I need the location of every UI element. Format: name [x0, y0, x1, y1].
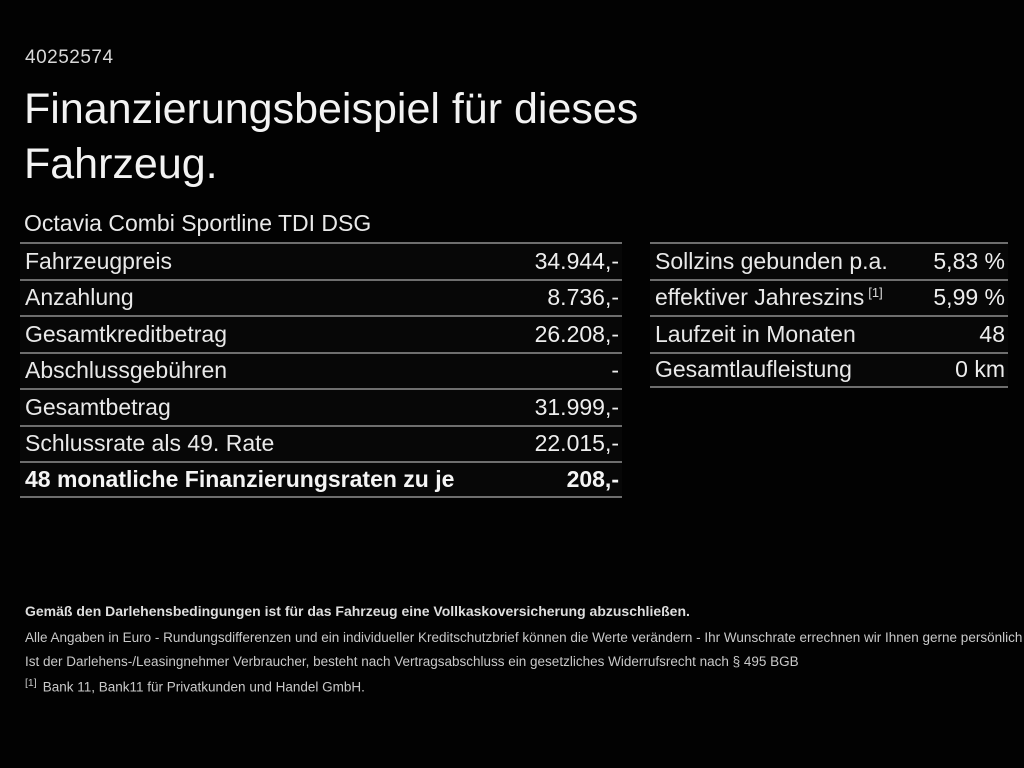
disclaimer-line1: Alle Angaben in Euro - Rundungsdifferenz… — [25, 630, 1023, 645]
row-value: 5,99 % — [933, 284, 1005, 311]
table-row-gesamtlaufleistung: Gesamtlaufleistung 0 km — [650, 351, 1008, 388]
row-value: 34.944,- — [534, 247, 619, 274]
row-label: 48 monatliche Finanzierungsraten zu je — [25, 465, 455, 492]
row-value: - — [611, 357, 619, 384]
row-value: 22.015,- — [534, 430, 619, 457]
footnote-ref: [1] — [868, 284, 883, 300]
row-value: 5,83 % — [933, 247, 1005, 274]
row-value: 208,- — [566, 465, 619, 492]
row-label: Abschlussgebühren — [25, 357, 228, 384]
row-label: effektiver Jahreszins [1] — [655, 284, 883, 311]
row-label: Laufzeit in Monaten — [655, 320, 856, 347]
row-label: Anzahlung — [25, 284, 134, 311]
table-row-gesamtbetrag: Gesamtbetrag 31.999,- — [20, 388, 622, 425]
table-row-fahrzeugpreis: Fahrzeugpreis 34.944,- — [20, 242, 622, 279]
row-label: Gesamtkreditbetrag — [25, 320, 227, 347]
table-row-sollzins: Sollzins gebunden p.a. 5,83 % — [650, 242, 1008, 279]
disclaimer-line2: Ist der Darlehens-/Leasingnehmer Verbrau… — [25, 653, 799, 669]
financing-amounts-table: Fahrzeugpreis 34.944,- Anzahlung 8.736,-… — [20, 242, 622, 498]
table-row-gesamtkreditbetrag: Gesamtkreditbetrag 26.208,- — [20, 315, 622, 352]
row-value: 48 — [979, 320, 1005, 347]
footnote-text: Bank 11, Bank11 für Privatkunden und Han… — [42, 679, 365, 695]
row-value: 26.208,- — [534, 320, 619, 347]
footnote-marker: [1] — [25, 677, 37, 689]
table-row-anzahlung: Anzahlung 8.736,- — [20, 278, 622, 316]
financing-conditions-table: Sollzins gebunden p.a. 5,83 % effektiver… — [650, 242, 1008, 388]
table-row-laufzeit: Laufzeit in Monaten 48 — [650, 315, 1008, 352]
page-title-line1: Finanzierungsbeispiel für dieses — [24, 85, 639, 133]
row-label: Gesamtlaufleistung — [655, 356, 852, 383]
legal-footer: Gemäß den Darlehensbedingungen ist für d… — [25, 603, 1023, 695]
page-title: Finanzierungsbeispiel für dieses Fahrzeug… — [24, 82, 638, 192]
row-label: Fahrzeugpreis — [25, 247, 173, 274]
row-label: Gesamtbetrag — [25, 393, 171, 420]
table-row-abschlussgebuehren: Abschlussgebühren - — [20, 351, 622, 389]
page-title-line2: Fahrzeug. — [24, 140, 218, 188]
footnote-bank: [1] Bank 11, Bank11 für Privatkunden und … — [25, 677, 1010, 695]
listing-id: 40252574 — [25, 47, 114, 68]
row-label: Sollzins gebunden p.a. — [655, 247, 888, 274]
table-row-monatsrate: 48 monatliche Finanzierungsraten zu je 2… — [20, 461, 622, 498]
table-row-schlussrate: Schlussrate als 49. Rate 22.015,- — [20, 424, 622, 462]
vehicle-name: Octavia Combi Sportline TDI DSG — [24, 210, 372, 236]
row-value: 31.999,- — [534, 393, 619, 420]
row-label: Schlussrate als 49. Rate — [25, 430, 275, 457]
row-label-text: effektiver Jahreszins — [655, 284, 865, 311]
table-row-effektiver-jahreszins: effektiver Jahreszins [1] 5,99 % — [650, 278, 1008, 316]
row-value: 8.736,- — [547, 284, 619, 311]
row-value: 0 km — [955, 356, 1005, 383]
insurance-note: Gemäß den Darlehensbedingungen ist für d… — [25, 603, 690, 619]
